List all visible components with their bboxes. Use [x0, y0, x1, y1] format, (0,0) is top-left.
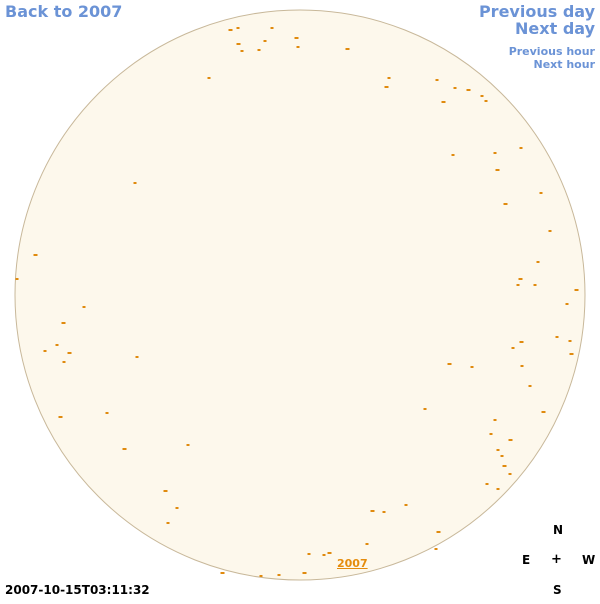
- sunspot-marker: [370, 510, 375, 512]
- sunspot-marker: [485, 483, 489, 485]
- sunspot-marker: [345, 48, 350, 50]
- compass-north: N: [553, 523, 564, 537]
- previous-day-link[interactable]: Previous day: [478, 2, 595, 21]
- sunspot-marker: [55, 344, 59, 346]
- sunspot-marker: [163, 490, 168, 492]
- sunspot-marker: [82, 306, 86, 308]
- solar-disk: [14, 9, 586, 581]
- sunspot-marker: [516, 284, 520, 286]
- sunspot-marker: [519, 341, 524, 343]
- next-day-link[interactable]: Next day: [515, 19, 595, 38]
- sunspot-marker: [496, 449, 500, 451]
- sunspot-marker: [322, 554, 326, 556]
- back-to-year-link[interactable]: Back to 2007: [5, 2, 123, 21]
- compass-center-icon: +: [551, 552, 562, 567]
- sunspot-marker: [493, 152, 497, 154]
- sunspot-marker: [441, 101, 446, 103]
- sunspot-marker: [536, 261, 540, 263]
- sunspot-marker: [436, 531, 441, 533]
- compass-west: W: [582, 553, 596, 567]
- sunspot-marker: [508, 473, 512, 475]
- sunspot-marker: [423, 408, 427, 410]
- sunspot-marker: [435, 79, 439, 81]
- sunspot-marker: [503, 203, 508, 205]
- sunspot-marker: [508, 439, 513, 441]
- sunspot-marker: [327, 552, 332, 554]
- compass-south: S: [553, 583, 562, 597]
- sunspot-marker: [404, 504, 408, 506]
- sunspot-marker: [207, 77, 211, 79]
- sunspot-marker: [33, 254, 38, 256]
- sunspot-marker: [548, 230, 552, 232]
- sunspot-marker: [15, 278, 19, 280]
- sunspot-marker: [434, 548, 438, 550]
- year-link[interactable]: 2007: [337, 557, 368, 570]
- sunspot-marker: [451, 154, 455, 156]
- sunspot-marker: [58, 416, 63, 418]
- sunspot-marker: [133, 182, 137, 184]
- sunspot-marker: [447, 363, 452, 365]
- sunspot-marker: [466, 89, 471, 91]
- sunspot-marker: [61, 322, 66, 324]
- sunspot-marker: [565, 303, 569, 305]
- sunspot-marker: [496, 488, 500, 490]
- sunspot-marker: [166, 522, 170, 524]
- sunspot-marker: [175, 507, 179, 509]
- sunspot-marker: [382, 511, 386, 513]
- sunspot-marker: [500, 455, 504, 457]
- sunspot-marker: [495, 169, 500, 171]
- sunspot-marker: [228, 29, 233, 31]
- sunspot-marker: [236, 43, 241, 45]
- sunspot-marker: [574, 289, 579, 291]
- sunspot-marker: [555, 336, 559, 338]
- sunspot-marker: [519, 147, 523, 149]
- sunspot-marker: [277, 574, 281, 576]
- sunspot-marker: [480, 95, 484, 97]
- sunspot-marker: [220, 572, 225, 574]
- previous-hour-link[interactable]: Previous hour: [508, 45, 595, 58]
- sunspot-marker: [259, 575, 263, 577]
- sunspot-marker: [569, 353, 574, 355]
- sunspot-marker: [387, 77, 391, 79]
- sunspot-marker: [62, 361, 66, 363]
- sunspot-marker: [43, 350, 47, 352]
- sunspot-marker: [484, 100, 488, 102]
- sunspot-marker: [539, 192, 543, 194]
- sunspot-marker: [263, 40, 267, 42]
- sunspot-marker: [518, 278, 523, 280]
- observation-timestamp: 2007-10-15T03:11:32: [5, 583, 150, 597]
- sunspot-group: [15, 27, 579, 577]
- sunspot-marker: [307, 553, 311, 555]
- sunspot-marker: [236, 27, 240, 29]
- sunspot-marker: [122, 448, 127, 450]
- sunspot-marker: [257, 49, 261, 51]
- sunspot-marker: [186, 444, 190, 446]
- sunspot-marker: [365, 543, 369, 545]
- sunspot-marker: [135, 356, 139, 358]
- sunspot-marker: [511, 347, 515, 349]
- sunspot-marker: [294, 37, 299, 39]
- sunspot-marker: [105, 412, 109, 414]
- sunspot-marker: [568, 340, 572, 342]
- sunspot-marker: [296, 46, 300, 48]
- sunspot-marker: [502, 465, 507, 467]
- sunspot-marker: [470, 366, 474, 368]
- sunspot-marker: [453, 87, 457, 89]
- sunspot-marker: [302, 572, 307, 574]
- sunspot-marker: [489, 433, 493, 435]
- next-hour-link[interactable]: Next hour: [533, 58, 596, 71]
- sunspot-marker: [541, 411, 546, 413]
- sunspot-marker: [533, 284, 537, 286]
- sunspot-marker: [520, 365, 524, 367]
- sunspot-marker: [67, 352, 72, 354]
- sunspot-marker: [493, 419, 497, 421]
- compass-east: E: [522, 553, 531, 567]
- sunspot-marker: [528, 385, 532, 387]
- sunspot-marker: [384, 86, 389, 88]
- sunspot-marker: [240, 50, 244, 52]
- sunspot-marker: [270, 27, 274, 29]
